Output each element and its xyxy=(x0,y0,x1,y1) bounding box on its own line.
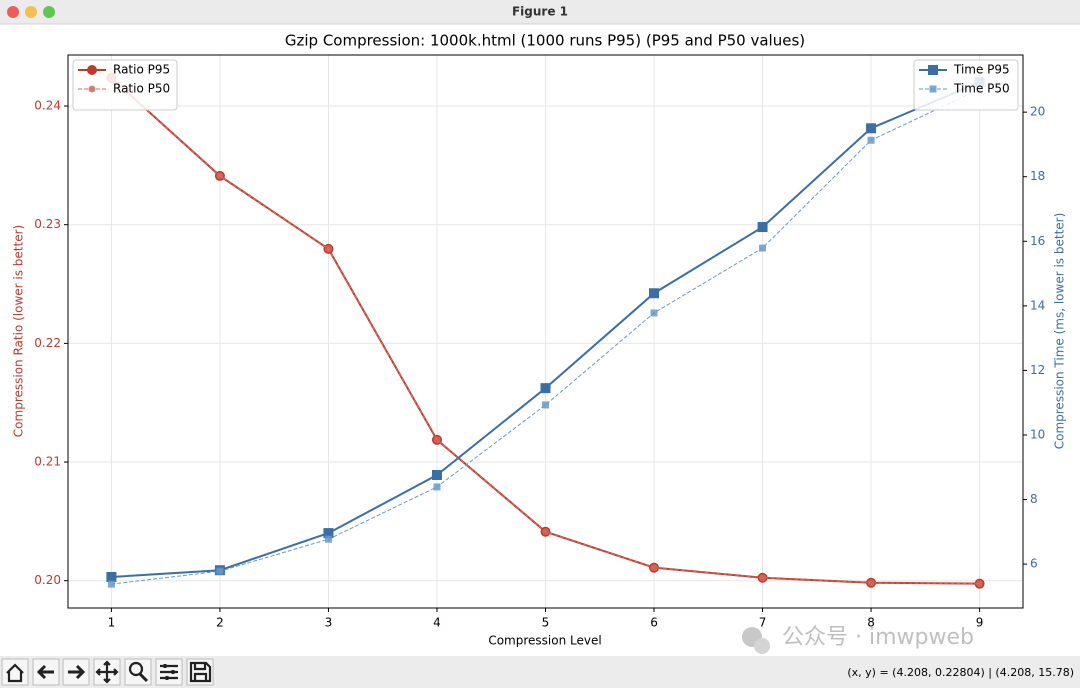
save-button[interactable] xyxy=(186,658,214,686)
window-title: Figure 1 xyxy=(512,5,568,19)
configure-button[interactable] xyxy=(155,658,183,686)
marker xyxy=(757,222,768,233)
marker xyxy=(976,580,984,588)
forward-button[interactable] xyxy=(62,658,90,686)
y2-axis-label: Compression Time (ms, lower is better) xyxy=(1053,213,1067,450)
marker xyxy=(324,535,332,543)
legend-label: Time P95 xyxy=(953,63,1010,77)
y2-tick-label: 12 xyxy=(1030,363,1045,377)
y-tick-label: 0.20 xyxy=(34,573,61,587)
marker xyxy=(867,579,875,587)
x-tick-label: 1 xyxy=(108,616,116,630)
marker xyxy=(216,567,224,575)
y2-tick-label: 6 xyxy=(1030,557,1038,571)
y-tick-label: 0.23 xyxy=(34,217,61,231)
zoom-button[interactable] xyxy=(43,6,55,18)
legend-box xyxy=(72,59,178,111)
marker xyxy=(650,564,658,572)
marker xyxy=(867,136,875,144)
x-tick-label: 6 xyxy=(650,616,658,630)
legend: Ratio P95 Ratio P50 xyxy=(72,59,178,111)
chart-title: Gzip Compression: 1000k.html (1000 runs … xyxy=(285,32,805,50)
close-button[interactable] xyxy=(7,6,19,18)
x-tick-label: 7 xyxy=(759,616,767,630)
marker xyxy=(540,383,551,394)
marker xyxy=(107,580,115,588)
home-button[interactable] xyxy=(1,658,29,686)
watermark: 公众号 · imwpweb xyxy=(782,625,974,650)
pan-button[interactable] xyxy=(93,658,121,686)
marker xyxy=(431,469,442,480)
marker xyxy=(649,288,660,299)
title-bar xyxy=(0,0,1080,24)
series-line xyxy=(111,88,980,585)
marker xyxy=(324,245,332,253)
marker xyxy=(106,572,117,583)
toolbar-icons xyxy=(1,658,214,686)
minimize-button[interactable] xyxy=(25,6,37,18)
x-tick-label: 4 xyxy=(433,616,441,630)
marker xyxy=(323,528,334,539)
legend-label: Time P50 xyxy=(953,82,1010,96)
watermark-icon xyxy=(754,638,770,654)
y-tick-label: 0.21 xyxy=(34,455,61,469)
x-axis-label: Compression Level xyxy=(488,634,601,648)
marker xyxy=(433,483,441,491)
x-tick-label: 5 xyxy=(542,616,550,630)
status-text: (x, y) = (4.208, 0.22804) | (4.208, 15.7… xyxy=(847,666,1074,679)
y2-tick-label: 10 xyxy=(1030,427,1045,441)
marker xyxy=(542,528,549,536)
legend-marker xyxy=(87,65,97,75)
marker xyxy=(433,436,441,444)
legend-marker xyxy=(88,85,96,93)
x-tick-label: 2 xyxy=(216,616,224,630)
legend-label: Ratio P95 xyxy=(113,63,170,77)
marker xyxy=(866,123,877,134)
y-axis-label: Compression Ratio (lower is better) xyxy=(12,225,26,437)
x-tick-label: 9 xyxy=(976,616,984,630)
legend: Time P95 Time P50 xyxy=(913,59,1019,111)
marker xyxy=(759,244,767,252)
marker xyxy=(650,309,658,317)
plot-frame xyxy=(67,54,1024,609)
y2-tick-label: 8 xyxy=(1030,492,1038,506)
marker xyxy=(216,172,224,180)
legend-marker xyxy=(929,85,937,93)
x-tick-label: 3 xyxy=(325,616,333,630)
legend-box xyxy=(913,59,1019,111)
y-tick-label: 0.24 xyxy=(34,99,61,113)
x-tick-label: 8 xyxy=(867,616,875,630)
y-tick-label: 0.22 xyxy=(34,336,61,350)
legend-marker xyxy=(928,65,938,75)
y2-tick-label: 18 xyxy=(1030,169,1045,183)
y2-tick-label: 20 xyxy=(1030,105,1045,119)
y2-tick-label: 14 xyxy=(1030,298,1045,312)
zoom-rect-button[interactable] xyxy=(124,658,152,686)
back-button[interactable] xyxy=(32,658,60,686)
legend-label: Ratio P50 xyxy=(113,82,170,96)
marker xyxy=(542,401,549,409)
y2-tick-label: 16 xyxy=(1030,234,1045,248)
marker xyxy=(759,574,767,582)
